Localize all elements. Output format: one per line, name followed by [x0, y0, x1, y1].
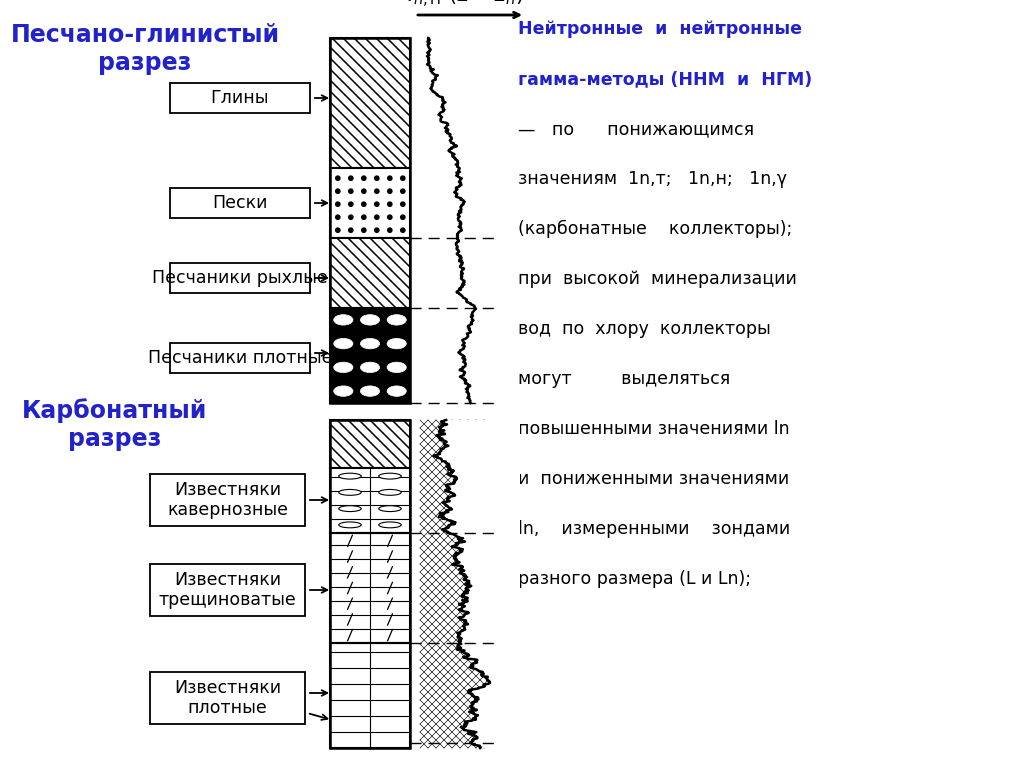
- Text: гамма-методы (ННМ  и  НГМ): гамма-методы (ННМ и НГМ): [518, 70, 812, 88]
- Ellipse shape: [379, 505, 401, 511]
- Ellipse shape: [379, 489, 401, 495]
- Ellipse shape: [387, 386, 407, 396]
- Circle shape: [400, 214, 406, 220]
- Bar: [150, 564, 305, 616]
- Ellipse shape: [387, 315, 407, 325]
- Ellipse shape: [334, 386, 353, 396]
- Circle shape: [348, 201, 353, 207]
- Circle shape: [400, 201, 406, 207]
- Text: повышенными значениями ln: повышенными значениями ln: [518, 420, 790, 438]
- Polygon shape: [434, 420, 520, 748]
- Circle shape: [348, 227, 353, 233]
- Bar: [330, 643, 410, 748]
- Circle shape: [374, 214, 380, 220]
- Bar: [330, 238, 410, 308]
- Circle shape: [335, 175, 341, 181]
- Bar: [170, 188, 310, 218]
- Bar: [330, 38, 410, 168]
- Circle shape: [387, 201, 392, 207]
- Circle shape: [360, 188, 367, 194]
- Circle shape: [335, 227, 341, 233]
- Ellipse shape: [339, 505, 361, 511]
- Bar: [150, 474, 305, 526]
- Circle shape: [348, 188, 353, 194]
- Text: Песчано-глинистый
разрез: Песчано-глинистый разрез: [10, 23, 280, 74]
- Text: $I_{n,\mathrm{H}}\ (L > L_n)$: $I_{n,\mathrm{H}}\ (L > L_n)$: [407, 0, 523, 10]
- Text: Глины: Глины: [211, 89, 269, 107]
- Circle shape: [335, 188, 341, 194]
- Text: Пески: Пески: [212, 194, 267, 212]
- Bar: [170, 263, 310, 293]
- Bar: [170, 83, 310, 113]
- Text: вод  по  хлору  коллекторы: вод по хлору коллекторы: [518, 320, 771, 338]
- Ellipse shape: [339, 473, 361, 479]
- Ellipse shape: [339, 489, 361, 495]
- Circle shape: [374, 201, 380, 207]
- Bar: [330, 420, 410, 748]
- Circle shape: [387, 188, 392, 194]
- Text: —   по      понижающимся: — по понижающимся: [518, 120, 754, 138]
- Text: Известняки
плотные: Известняки плотные: [174, 679, 281, 717]
- Bar: [150, 672, 305, 724]
- Circle shape: [360, 214, 367, 220]
- Text: (карбонатные    коллекторы);: (карбонатные коллекторы);: [518, 220, 793, 238]
- Ellipse shape: [360, 339, 380, 349]
- Circle shape: [400, 175, 406, 181]
- Circle shape: [400, 188, 406, 194]
- Ellipse shape: [387, 339, 407, 349]
- Text: Известняки
кавернозные: Известняки кавернозные: [167, 481, 288, 519]
- Ellipse shape: [334, 362, 353, 372]
- Ellipse shape: [387, 362, 407, 372]
- Ellipse shape: [334, 339, 353, 349]
- Circle shape: [374, 188, 380, 194]
- Bar: [330, 38, 410, 403]
- Circle shape: [360, 175, 367, 181]
- Circle shape: [374, 175, 380, 181]
- Ellipse shape: [360, 386, 380, 396]
- Text: Известняки
трещиноватые: Известняки трещиноватые: [159, 571, 296, 609]
- Circle shape: [400, 227, 406, 233]
- Ellipse shape: [360, 362, 380, 372]
- Bar: [330, 468, 410, 533]
- Text: ln,    измеренными    зондами: ln, измеренными зондами: [518, 520, 791, 538]
- Circle shape: [360, 227, 367, 233]
- Ellipse shape: [334, 315, 353, 325]
- Ellipse shape: [339, 522, 361, 528]
- Circle shape: [360, 201, 367, 207]
- Ellipse shape: [379, 473, 401, 479]
- Text: Карбонатный
разрез: Карбонатный разрез: [23, 398, 208, 451]
- Bar: [330, 533, 410, 643]
- Text: Нейтронные  и  нейтронные: Нейтронные и нейтронные: [518, 20, 802, 38]
- Circle shape: [387, 214, 392, 220]
- Ellipse shape: [360, 315, 380, 325]
- Circle shape: [387, 175, 392, 181]
- Circle shape: [335, 201, 341, 207]
- Bar: [330, 420, 410, 468]
- Circle shape: [387, 227, 392, 233]
- Ellipse shape: [379, 522, 401, 528]
- Bar: [170, 343, 310, 373]
- Bar: [330, 308, 410, 403]
- Circle shape: [348, 175, 353, 181]
- Bar: [330, 168, 410, 238]
- Text: могут         выделяться: могут выделяться: [518, 370, 730, 388]
- Circle shape: [374, 227, 380, 233]
- Circle shape: [335, 214, 341, 220]
- Text: значениям  1n,т;   1n,н;   1n,γ: значениям 1n,т; 1n,н; 1n,γ: [518, 170, 787, 188]
- Text: Песчаники плотные: Песчаники плотные: [147, 349, 332, 367]
- Text: Песчаники рыхлые: Песчаники рыхлые: [153, 269, 328, 287]
- Text: при  высокой  минерализации: при высокой минерализации: [518, 270, 797, 288]
- Text: и  пониженными значениями: и пониженными значениями: [518, 470, 790, 488]
- Circle shape: [348, 214, 353, 220]
- Text: разного размера (L и Ln);: разного размера (L и Ln);: [518, 570, 751, 588]
